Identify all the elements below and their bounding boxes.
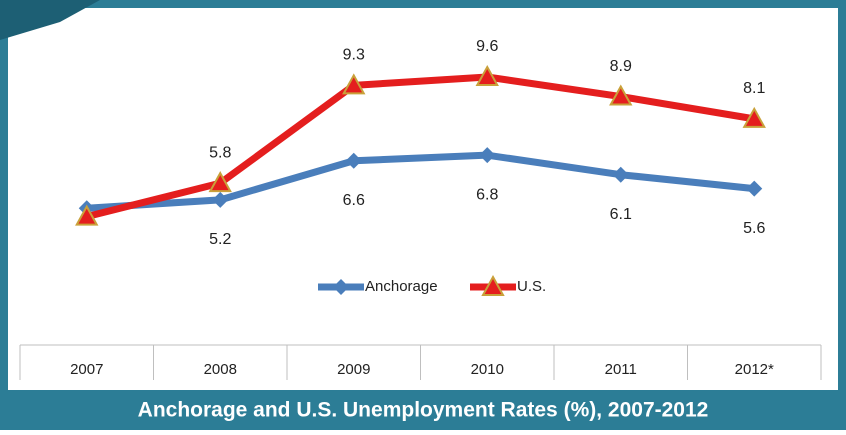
x-tick-label: 2012* bbox=[735, 361, 774, 378]
data-label: 6.8 bbox=[476, 186, 498, 203]
data-label: 8.1 bbox=[743, 80, 765, 97]
marker bbox=[742, 106, 766, 128]
series-line bbox=[85, 73, 755, 220]
marker bbox=[475, 64, 499, 86]
legend-label: Anchorage bbox=[365, 278, 438, 295]
legend-marker bbox=[481, 274, 505, 296]
marker bbox=[479, 147, 496, 164]
data-label: 5.2 bbox=[209, 231, 231, 248]
marker bbox=[212, 191, 229, 208]
marker bbox=[75, 204, 99, 226]
marker bbox=[612, 166, 629, 183]
marker bbox=[746, 180, 763, 197]
data-label: 9.3 bbox=[343, 47, 365, 64]
marker bbox=[208, 171, 232, 193]
data-label: 5.6 bbox=[743, 220, 765, 237]
legend-label: U.S. bbox=[517, 278, 546, 295]
corner-tab bbox=[0, 0, 100, 40]
x-tick-label: 2009 bbox=[337, 361, 370, 378]
data-label: 8.9 bbox=[610, 58, 632, 75]
series-line bbox=[86, 151, 755, 212]
data-label: 9.6 bbox=[476, 38, 498, 55]
marker bbox=[609, 84, 633, 106]
plot-panel bbox=[8, 8, 838, 390]
x-tick-label: 2010 bbox=[471, 361, 504, 378]
data-label: 5.8 bbox=[209, 144, 231, 161]
marker bbox=[345, 152, 362, 169]
legend-marker bbox=[333, 279, 349, 295]
x-tick-label: 2011 bbox=[605, 361, 637, 378]
data-label: 6.6 bbox=[343, 192, 365, 209]
chart-title: Anchorage and U.S. Unemployment Rates (%… bbox=[138, 399, 709, 422]
data-label: 6.1 bbox=[610, 206, 632, 223]
marker bbox=[342, 73, 366, 95]
x-tick-label: 2008 bbox=[204, 361, 237, 378]
x-tick-label: 2007 bbox=[70, 361, 103, 378]
